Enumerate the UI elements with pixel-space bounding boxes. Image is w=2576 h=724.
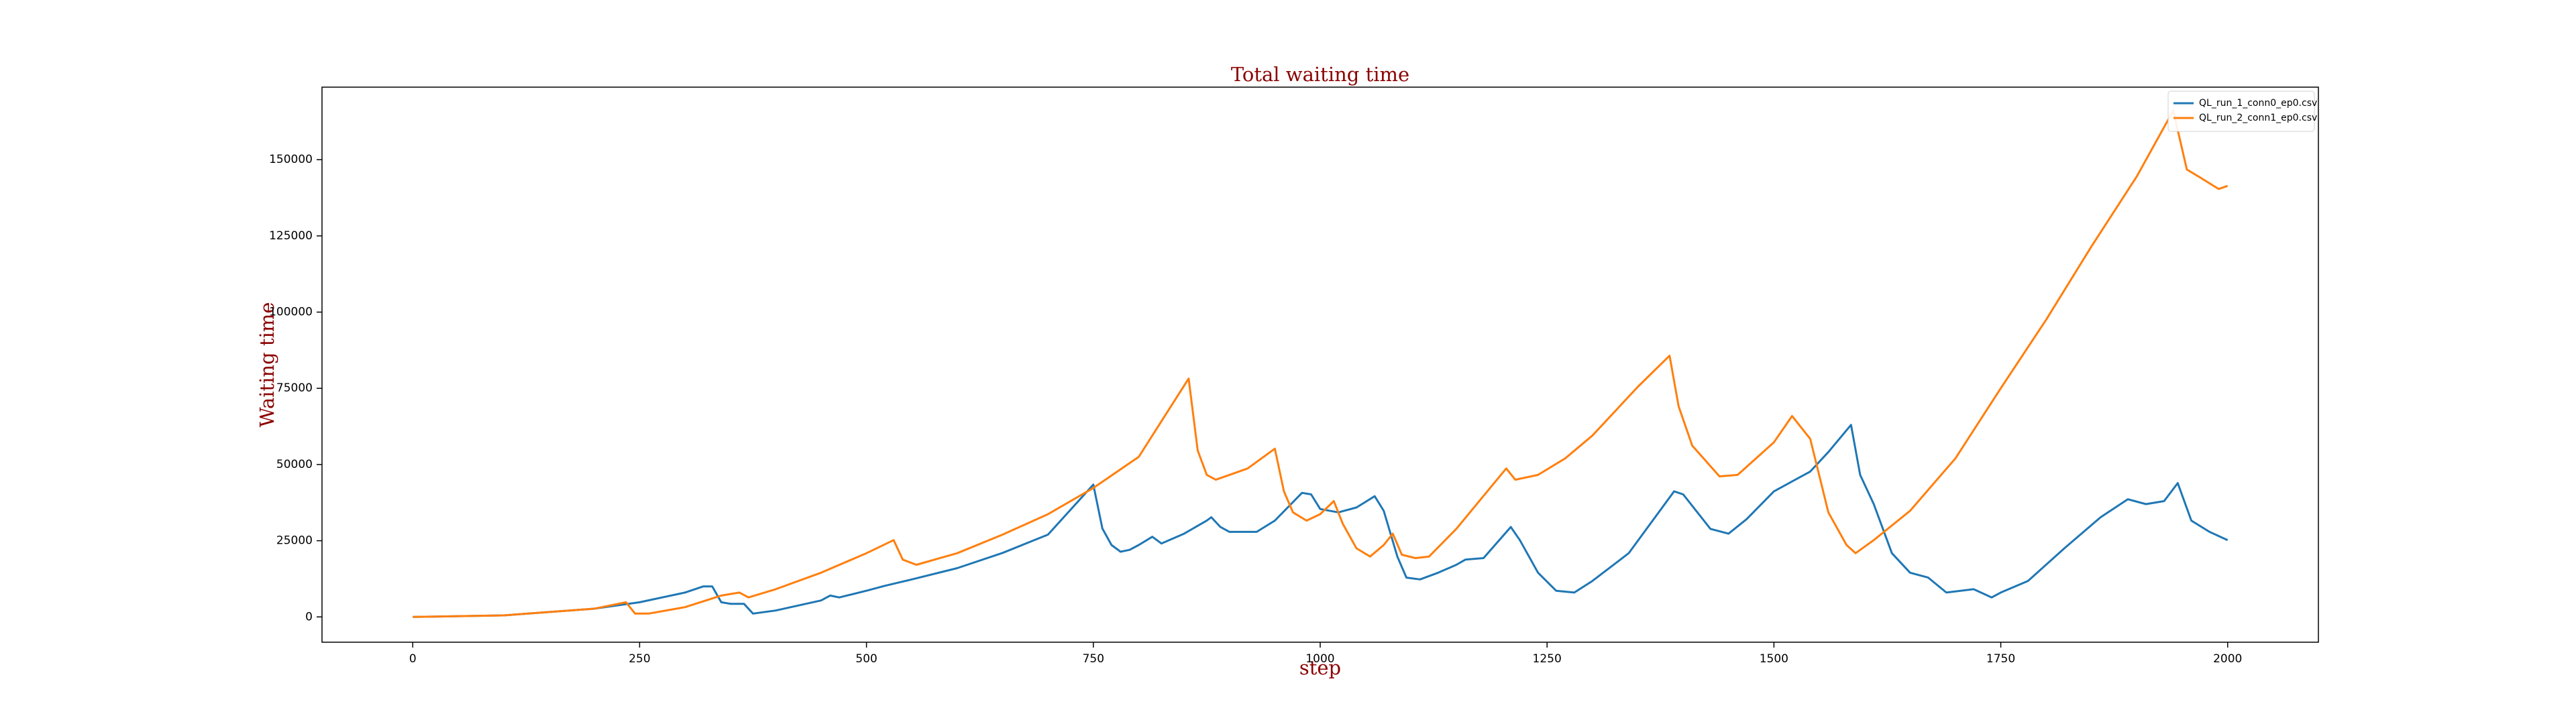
x-tick-label: 1250 — [1533, 652, 1562, 666]
series-line — [413, 424, 2229, 618]
x-tick-label: 1000 — [1305, 652, 1334, 666]
y-tick-label: 75000 — [276, 381, 313, 395]
chart-title: Total waiting time — [1231, 63, 1409, 86]
x-tick-label: 1500 — [1760, 652, 1788, 666]
y-tick-label: 125000 — [269, 229, 313, 243]
x-tick-label: 2000 — [2213, 652, 2242, 666]
x-tick-label: 750 — [1083, 652, 1104, 666]
y-tick-label: 0 — [305, 610, 313, 623]
x-axis-label: step — [1299, 656, 1341, 679]
x-tick-label: 1750 — [1986, 652, 2015, 666]
x-tick-label: 0 — [409, 652, 417, 666]
y-tick-label: 50000 — [276, 458, 313, 471]
legend-box — [2167, 90, 2315, 132]
y-axis-label: Waiting time — [256, 302, 278, 428]
x-tick-label: 500 — [855, 652, 877, 666]
series-line — [413, 109, 2229, 618]
x-tick-label: 250 — [629, 652, 650, 666]
legend-label: QL_run_1_conn0_ep0.csv — [2199, 98, 2317, 109]
y-tick-label: 100000 — [269, 306, 313, 319]
legend-label: QL_run_2_conn1_ep0.csv — [2199, 113, 2317, 123]
plot-frame — [321, 86, 2319, 643]
y-tick-label: 25000 — [276, 534, 313, 548]
y-tick-label: 150000 — [269, 153, 313, 166]
